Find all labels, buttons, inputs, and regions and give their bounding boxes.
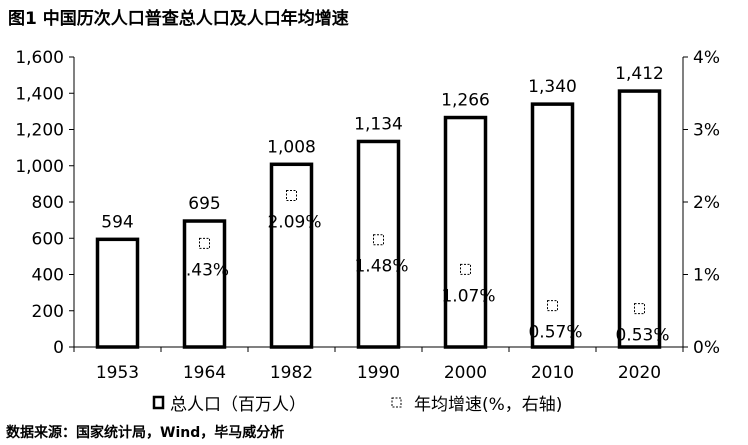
- y-right-tick-label: 0%: [693, 338, 720, 358]
- x-tick-label: 2000: [444, 363, 487, 383]
- y-right-tick-label: 3%: [693, 121, 720, 141]
- growth-point: [373, 234, 384, 246]
- data-source: 数据来源：国家统计局，Wind，毕马威分析: [6, 425, 285, 441]
- y-right-tick-label: 4%: [693, 48, 720, 68]
- bar-value-label: 594: [101, 212, 133, 232]
- bar-value-label: 1,134: [354, 114, 403, 134]
- y-left-tick-label: 1,000: [15, 157, 64, 177]
- bar: [356, 139, 401, 349]
- bar-series: 594 695 1,008 1,134 1,266 1,340 1,412: [95, 64, 664, 349]
- legend-bar-marker: [152, 395, 165, 410]
- growth-value-label: 0.57%: [528, 323, 582, 343]
- legend: 总人口（百万人） 年均增速(%，右轴): [152, 395, 562, 415]
- y-left-tick-label: 1,400: [15, 84, 64, 104]
- y-left-tick-label: 400: [32, 266, 64, 286]
- bar-value-label: 1,008: [267, 137, 316, 157]
- bar-value-label: 1,340: [528, 77, 577, 97]
- x-tick-label: 1964: [183, 363, 226, 383]
- growth-point: [199, 237, 210, 249]
- y-right-tick-label: 2%: [693, 193, 720, 213]
- x-tick-label: 2010: [531, 363, 574, 383]
- y-left-tick-label: 0: [53, 338, 64, 358]
- y-left-tick-label: 1,200: [15, 121, 64, 141]
- x-tick-label: 1990: [357, 363, 400, 383]
- growth-point: [547, 300, 558, 312]
- growth-point: [460, 263, 471, 275]
- growth-series: .43% 2.09% 1.48% 1.07% 0.57% 0.53%: [186, 189, 670, 346]
- growth-point: [286, 189, 297, 201]
- legend-growth-marker: [391, 397, 402, 408]
- y-left-tick-label: 1,600: [15, 48, 64, 68]
- chart-title: 图1 中国历次人口普查总人口及人口年均增速: [8, 9, 349, 29]
- x-tick-label: 1953: [96, 363, 139, 383]
- legend-bar-label: 总人口（百万人）: [170, 395, 306, 415]
- growth-value-label: 2.09%: [267, 212, 321, 232]
- y-left-tick-label: 200: [32, 302, 64, 322]
- y-left-tick-label: 800: [32, 193, 64, 213]
- x-tick-label: 2020: [618, 363, 661, 383]
- bar-value-label: 695: [188, 194, 220, 214]
- growth-value-label: 1.07%: [441, 286, 495, 306]
- y-left-tick-label: 600: [32, 229, 64, 249]
- growth-point: [634, 303, 645, 315]
- bar: [95, 237, 140, 349]
- x-tick-label: 1982: [270, 363, 313, 383]
- y-right-tick-label: 1%: [693, 266, 720, 286]
- bar-value-label: 1,412: [615, 64, 664, 84]
- growth-value-label: 1.48%: [354, 257, 408, 277]
- growth-value-label: 0.53%: [615, 326, 669, 346]
- axes: 0 200 400 600 800 1,000 1,200 1,400 1,600 0% 1% 2% 3…: [15, 48, 720, 383]
- growth-value-label: .43%: [186, 260, 229, 280]
- bar: [443, 115, 488, 349]
- bar-value-label: 1,266: [441, 91, 490, 111]
- bar: [269, 162, 314, 349]
- legend-growth-label: 年均增速(%，右轴): [414, 395, 562, 415]
